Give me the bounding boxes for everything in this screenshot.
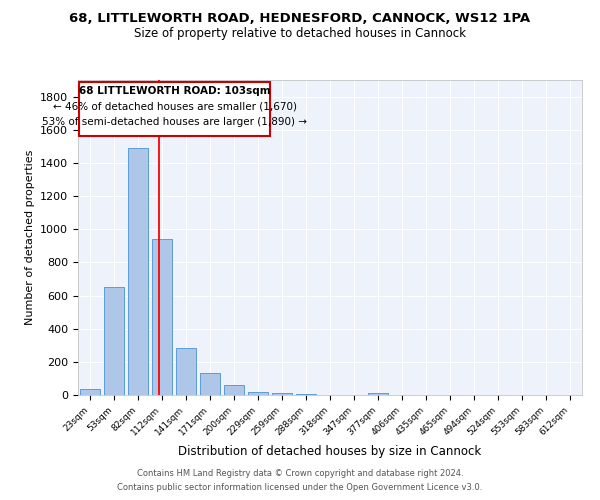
Bar bbox=[104, 287, 124, 395]
Bar bbox=[200, 374, 220, 395]
FancyBboxPatch shape bbox=[79, 82, 270, 136]
X-axis label: Distribution of detached houses by size in Cannock: Distribution of detached houses by size … bbox=[178, 445, 482, 458]
Text: ← 46% of detached houses are smaller (1,670): ← 46% of detached houses are smaller (1,… bbox=[53, 102, 296, 112]
Bar bbox=[152, 239, 172, 395]
Text: Size of property relative to detached houses in Cannock: Size of property relative to detached ho… bbox=[134, 28, 466, 40]
Bar bbox=[272, 394, 292, 395]
Bar bbox=[368, 392, 388, 395]
Text: 53% of semi-detached houses are larger (1,890) →: 53% of semi-detached houses are larger (… bbox=[42, 118, 307, 128]
Bar bbox=[176, 348, 196, 395]
Text: Contains HM Land Registry data © Crown copyright and database right 2024.: Contains HM Land Registry data © Crown c… bbox=[137, 468, 463, 477]
Bar bbox=[80, 389, 100, 395]
Text: 68, LITTLEWORTH ROAD, HEDNESFORD, CANNOCK, WS12 1PA: 68, LITTLEWORTH ROAD, HEDNESFORD, CANNOC… bbox=[70, 12, 530, 26]
Text: Contains public sector information licensed under the Open Government Licence v3: Contains public sector information licen… bbox=[118, 484, 482, 492]
Bar bbox=[248, 392, 268, 395]
Bar bbox=[128, 148, 148, 395]
Y-axis label: Number of detached properties: Number of detached properties bbox=[25, 150, 35, 325]
Text: 68 LITTLEWORTH ROAD: 103sqm: 68 LITTLEWORTH ROAD: 103sqm bbox=[79, 86, 271, 96]
Bar bbox=[296, 394, 316, 395]
Bar bbox=[224, 384, 244, 395]
